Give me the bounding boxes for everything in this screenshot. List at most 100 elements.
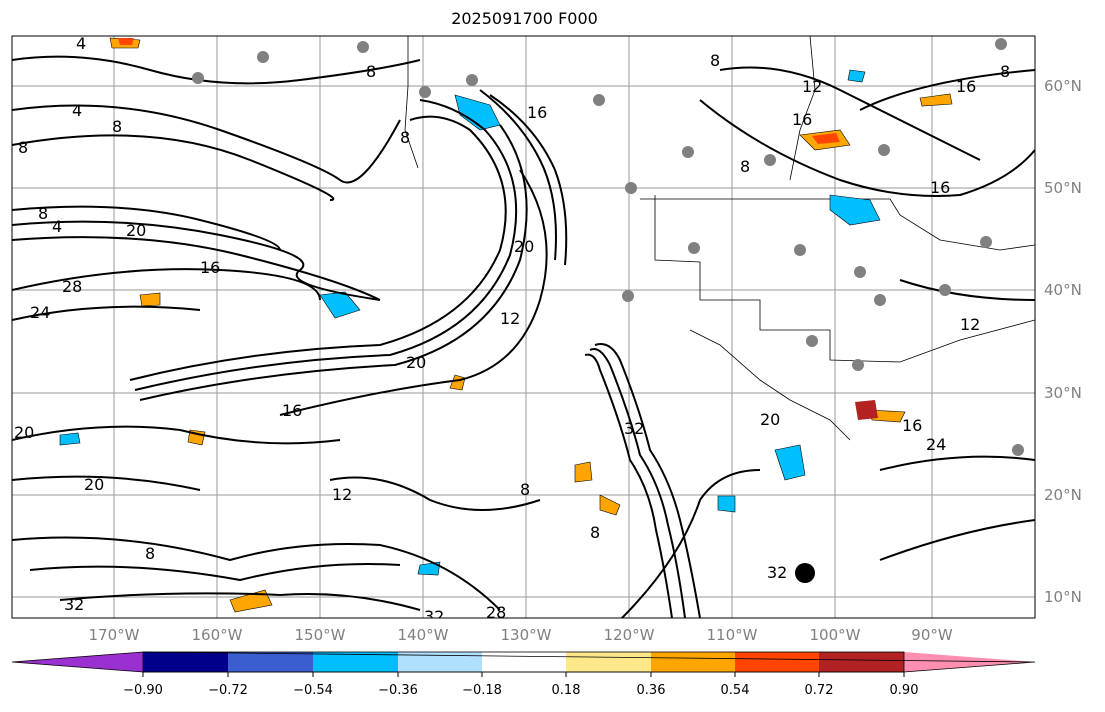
contour-line (859, 69, 1035, 111)
colorbar (11, 651, 1036, 677)
contour-line (479, 89, 557, 261)
station-dot (995, 38, 1007, 50)
colorbar-tick-label: 0.18 (551, 683, 581, 698)
lon-label-140w: 140°W (397, 626, 449, 644)
colorbar-tick-label: −0.90 (123, 683, 163, 698)
lon-label-110w: 110°W (706, 626, 758, 644)
colorbar-tick-label: 0.54 (720, 683, 750, 698)
field-shading (59, 37, 953, 613)
shade-blob (812, 133, 840, 144)
contour-label: 32 (767, 563, 787, 582)
colorbar-segment (566, 652, 651, 672)
colorbar-segment (228, 652, 313, 672)
colorbar-outline (11, 651, 1036, 673)
contour-label: 12 (332, 485, 352, 504)
contour-label: 24 (926, 435, 946, 454)
contour-label: 32 (64, 595, 84, 614)
contour-line (594, 343, 701, 618)
colorbar-segment (651, 652, 735, 672)
shade-blob (774, 444, 806, 481)
contour-label: 16 (956, 77, 976, 96)
lat-label-30n: 30°N (1044, 384, 1082, 402)
station-dot (939, 284, 951, 296)
contour-label: 20 (84, 475, 104, 494)
contour-line (279, 169, 548, 416)
shade-blob (855, 400, 878, 420)
contour-label: 28 (486, 603, 506, 622)
shade-blob (599, 494, 621, 516)
contour-line (879, 519, 1035, 561)
station-dot (874, 294, 886, 306)
station-dot (192, 72, 204, 84)
contour-label: 4 (72, 101, 82, 120)
shade-blob (574, 461, 593, 483)
station-markers (192, 38, 1024, 456)
contour-line (329, 476, 541, 511)
shade-blob (118, 38, 134, 45)
contour-label: 16 (527, 103, 547, 122)
lat-label-20n: 20°N (1044, 486, 1082, 504)
contour-line (899, 279, 1035, 301)
contour-label: 4 (76, 34, 86, 53)
province-lines (789, 36, 816, 181)
station-dot (466, 74, 478, 86)
station-dot (357, 41, 369, 53)
contour-label: 16 (282, 401, 302, 420)
colorbar-segment (735, 652, 819, 672)
colorbar-segment (143, 652, 228, 672)
map-frame-content: 4 8 8 8 4 20 28 24 16 20 16 20 16 20 32 … (12, 34, 1035, 622)
contour-line (12, 236, 381, 301)
colorbar-segment (482, 652, 566, 672)
station-dot (878, 144, 890, 156)
contour-line (12, 268, 321, 301)
contour-label: 16 (200, 258, 220, 277)
contour-line (129, 115, 507, 381)
station-dot (854, 266, 866, 278)
contour-label: 16 (792, 110, 812, 129)
colorbar-tick-label: −0.54 (293, 683, 333, 698)
contour-line (719, 66, 981, 161)
lon-label-130w: 130°W (500, 626, 552, 644)
contour-line (584, 353, 673, 618)
colorbar-tick-label: 0.36 (636, 683, 666, 698)
contour-line (620, 469, 761, 618)
contour-line (139, 124, 528, 401)
contour-label: 20 (760, 410, 780, 429)
map-title: 2025091700 F000 (451, 9, 598, 28)
contour-value-labels: 4 8 8 8 4 20 28 24 16 20 16 20 16 20 32 … (14, 34, 1010, 622)
contour-label: 32 (624, 419, 644, 438)
center-marker (795, 563, 815, 583)
contour-label: 8 (740, 157, 750, 176)
contour-line (12, 134, 335, 201)
contour-line (12, 425, 341, 445)
us-mexico-border (689, 329, 851, 441)
colorbar-ticks (142, 672, 905, 677)
contour-label: 8 (38, 204, 48, 223)
station-dot (257, 51, 269, 63)
contour-label: 8 (710, 51, 720, 70)
station-dot (419, 86, 431, 98)
colorbar-tick-label: 0.90 (889, 683, 919, 698)
station-dot (593, 94, 605, 106)
contour-lines (12, 55, 1035, 618)
lat-label-40n: 40°N (1044, 281, 1082, 299)
shade-blob (59, 432, 81, 446)
contour-line (59, 592, 421, 611)
colorbar-tick-label: −0.18 (462, 683, 502, 698)
lon-label-120w: 120°W (603, 626, 655, 644)
colorbar-segment (398, 652, 482, 672)
contour-label: 8 (400, 128, 410, 147)
contour-label: 16 (902, 416, 922, 435)
shade-blob (847, 69, 866, 83)
contour-label: 8 (112, 117, 122, 136)
contour-label: 12 (802, 77, 822, 96)
lat-label-10n: 10°N (1044, 588, 1082, 606)
map-border (11, 35, 1036, 619)
colorbar-tick-label: −0.72 (208, 683, 248, 698)
station-dot (794, 244, 806, 256)
contour-label: 8 (18, 138, 28, 157)
colorbar-extend-high (904, 652, 1035, 672)
contour-line (12, 305, 201, 321)
contour-label: 20 (514, 237, 534, 256)
